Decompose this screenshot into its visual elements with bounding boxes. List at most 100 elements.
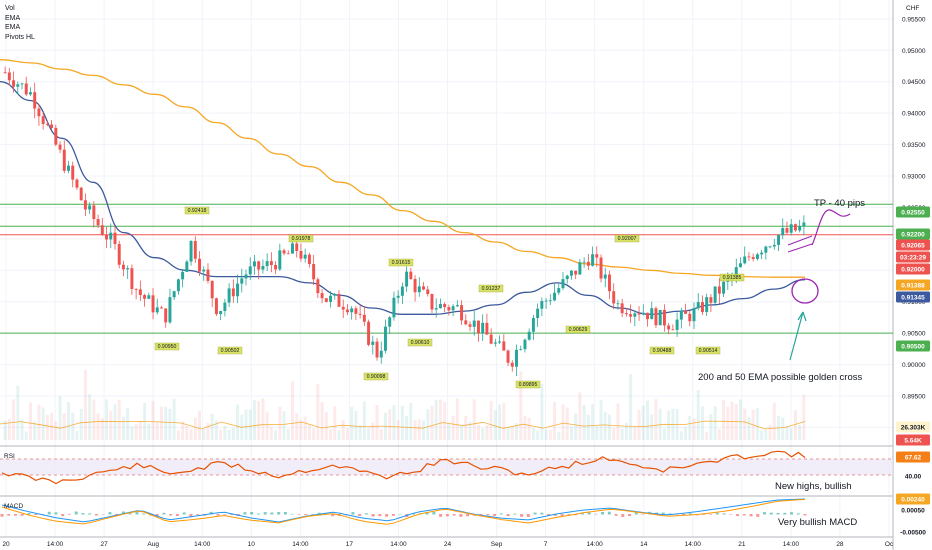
volume-bar xyxy=(709,413,713,440)
macd-hist-bar xyxy=(493,514,497,516)
time-tick: 14:00 xyxy=(390,541,407,548)
price-tick: 0.91000 xyxy=(902,299,926,306)
legend-vol[interactable]: Vol xyxy=(5,5,15,12)
macd-hist-bar xyxy=(560,514,564,516)
horizontal-levels[interactable] xyxy=(0,203,893,334)
volume-bar xyxy=(269,427,273,440)
volume-bar xyxy=(455,398,459,440)
volume-bar xyxy=(434,400,438,440)
candle-body xyxy=(637,313,641,315)
macd-hist-bar xyxy=(688,513,692,515)
candle-body xyxy=(646,312,649,320)
volume-bar xyxy=(662,428,666,440)
drawings[interactable] xyxy=(787,209,851,361)
volume-bar xyxy=(265,411,269,440)
legend-ema-1[interactable]: EMA xyxy=(5,14,21,22)
macd-hist-bar xyxy=(364,513,368,515)
price-badge-text: 0.91388 xyxy=(901,282,925,289)
candle-body xyxy=(252,261,256,267)
legend-ema-2[interactable]: EMA xyxy=(5,24,21,31)
volume-bar xyxy=(688,416,692,440)
candle-body xyxy=(24,83,28,95)
volume-bar xyxy=(341,419,345,440)
volume-bar xyxy=(307,424,311,440)
candle-body xyxy=(472,320,476,327)
volume-bar xyxy=(460,426,464,440)
macd-hist-bar xyxy=(34,514,38,516)
macd-hist-bar xyxy=(459,514,463,517)
time-tick: 24 xyxy=(444,541,452,548)
pivot-label: 0.90629 xyxy=(569,327,588,333)
indicator-badge-text: 0.00240 xyxy=(901,496,925,503)
volume-bar xyxy=(155,422,159,440)
time-tick: 14:00 xyxy=(194,541,211,548)
candle-body xyxy=(739,263,742,268)
candle-body xyxy=(88,205,92,210)
candle-body xyxy=(388,317,392,327)
price-tick: 0.95000 xyxy=(902,48,926,55)
macd-signal-line[interactable] xyxy=(1,499,806,525)
volume-bar xyxy=(510,426,514,440)
macd-hist-bar xyxy=(796,513,800,515)
macd-hist-bar xyxy=(776,512,780,515)
macd-hist-bar xyxy=(466,514,470,517)
candle-body xyxy=(569,270,573,276)
candle-body xyxy=(502,341,506,351)
price-badge-text: 0.91345 xyxy=(901,294,925,301)
ema-50-line[interactable] xyxy=(0,81,806,315)
price-badge xyxy=(896,206,930,218)
time-axis[interactable]: 20 14:00 27 Aug 14:00 10 14:00 17 14:00 24 Sep 7 14:… xyxy=(2,541,894,548)
volume-bar xyxy=(599,399,603,440)
candle-body xyxy=(599,257,603,279)
pivot-label: 0.90098 xyxy=(367,374,386,380)
volume-bar xyxy=(54,421,58,440)
candle-body xyxy=(476,320,480,334)
candle-body xyxy=(607,274,611,292)
candle-body xyxy=(679,310,683,320)
time-tick: Oc xyxy=(885,541,894,548)
volume-bar xyxy=(28,402,32,440)
macd-hist-bar xyxy=(641,514,645,515)
price-axis[interactable]: 0.95500 0.95000 0.94500 0.94000 0.93500 0.930… xyxy=(902,16,926,432)
ema-200-line[interactable] xyxy=(0,59,805,278)
macd-hist-bar xyxy=(790,512,794,515)
volume-bar xyxy=(646,400,649,440)
volume-bar xyxy=(62,413,66,440)
candle-body xyxy=(578,262,582,275)
volume-bar xyxy=(743,408,747,440)
candle-body xyxy=(595,254,599,258)
volume-bar xyxy=(502,403,506,440)
candle-body xyxy=(603,274,607,279)
rsi-line[interactable] xyxy=(1,450,806,485)
candle-body xyxy=(658,309,662,326)
macd-hist-bar xyxy=(682,514,686,516)
candle-body xyxy=(688,313,692,322)
legend-pivots[interactable]: Pivots HL xyxy=(5,33,35,41)
macd-line[interactable] xyxy=(1,498,806,523)
candle-body xyxy=(143,295,147,299)
candlesticks[interactable] xyxy=(3,66,806,377)
candle-body xyxy=(493,342,497,344)
volume-bar xyxy=(451,415,455,440)
macd-hist-bar xyxy=(101,514,105,515)
candle-body xyxy=(434,308,438,310)
candle-body xyxy=(392,297,396,318)
volume-bar xyxy=(548,430,552,440)
volume-bar xyxy=(345,427,349,440)
pivot-label-box xyxy=(388,258,414,267)
volume-bar xyxy=(540,383,544,440)
volume-bar xyxy=(426,409,430,440)
candle-body xyxy=(624,313,628,315)
volume-bar xyxy=(489,400,493,440)
volume-bar xyxy=(464,415,468,440)
currency-label: CHF xyxy=(906,5,919,12)
candle-body xyxy=(527,331,531,340)
volume-bar xyxy=(527,418,531,440)
candle-body xyxy=(650,308,654,320)
macd-hist-bar xyxy=(756,514,760,517)
macd-hist-bar xyxy=(594,513,598,515)
candle-body xyxy=(202,269,206,272)
candle-body xyxy=(96,219,100,226)
macd-hist-bar xyxy=(297,514,301,515)
